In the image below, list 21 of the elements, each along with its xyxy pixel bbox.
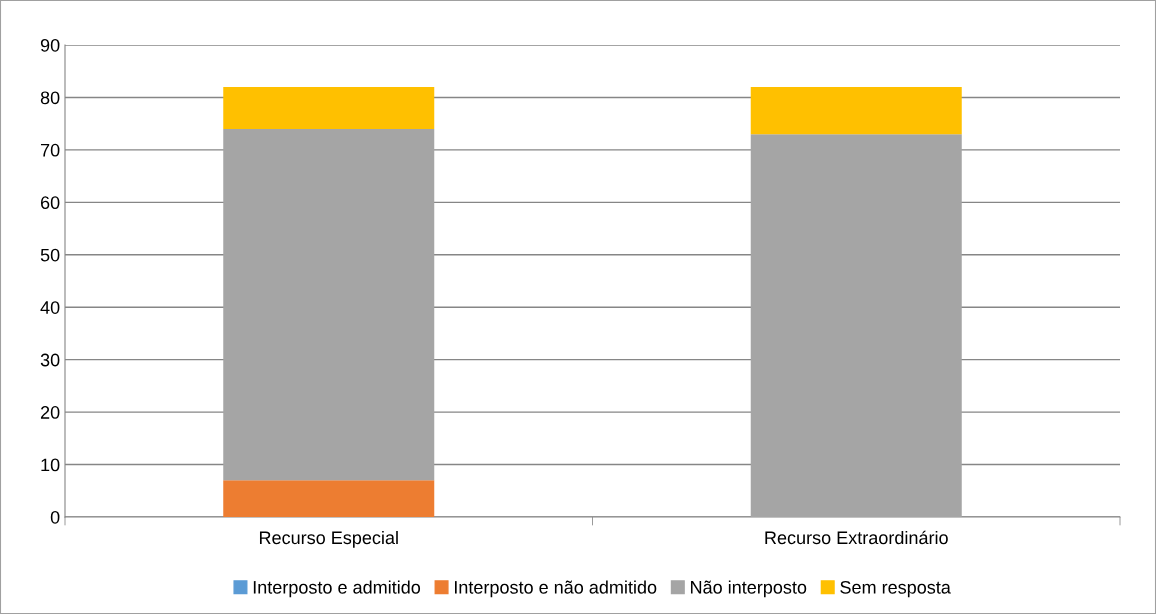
bar	[223, 86, 435, 129]
y-tick-label: 60	[40, 196, 60, 210]
y-tick-label: 30	[40, 353, 60, 367]
x-tick-label: Recurso Especial	[259, 530, 398, 548]
y-tick-label: 50	[40, 248, 60, 262]
bar	[223, 480, 435, 517]
y-tick-label: 0	[50, 510, 60, 524]
y-tick-label: 40	[40, 301, 60, 314]
y-tick-label: 10	[41, 458, 60, 472]
y-tick-label: 90	[40, 38, 60, 52]
legend-label: Interposto e admitido	[253, 580, 421, 598]
legend-label: Interposto e não admitido	[454, 580, 657, 598]
x-tick-label: Recurso Extraordinário	[765, 530, 948, 545]
y-tick-label: 70	[40, 143, 60, 157]
y-tick-label: 80	[40, 91, 60, 105]
bar	[223, 128, 435, 481]
bar	[750, 134, 962, 517]
legend-label: Não interposto	[691, 580, 807, 598]
y-tick-label: 20	[40, 406, 60, 419]
bar	[750, 86, 962, 135]
legend-label: Sem resposta	[840, 580, 951, 598]
